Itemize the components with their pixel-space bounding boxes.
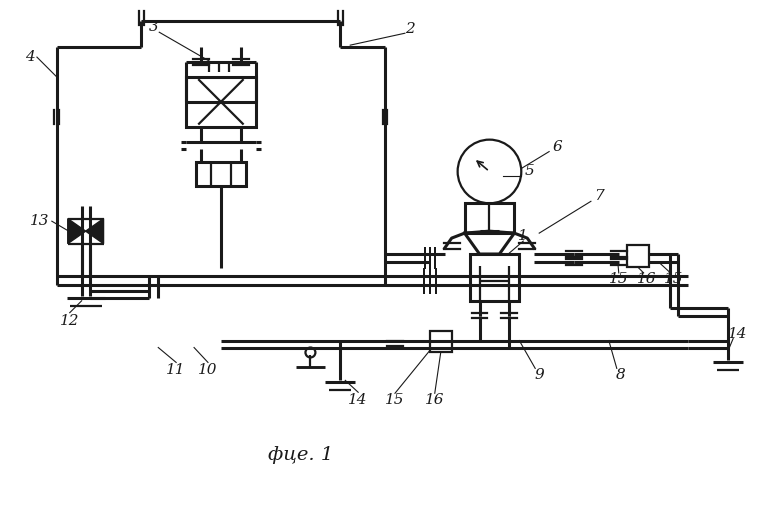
Text: 7: 7 <box>594 189 604 203</box>
Text: 16: 16 <box>425 393 445 407</box>
Text: 2: 2 <box>405 22 415 36</box>
Bar <box>196 162 246 186</box>
Text: 15: 15 <box>664 272 683 286</box>
Bar <box>626 245 649 267</box>
Text: 1: 1 <box>519 229 528 243</box>
Text: 14: 14 <box>729 327 748 341</box>
Text: 12: 12 <box>60 314 80 328</box>
Polygon shape <box>86 219 104 244</box>
Text: 4: 4 <box>25 50 35 64</box>
Text: 13: 13 <box>30 214 50 228</box>
Bar <box>465 203 514 233</box>
Text: 11: 11 <box>166 363 186 377</box>
Text: 15: 15 <box>609 272 629 286</box>
Text: 10: 10 <box>198 363 218 377</box>
Text: фце. 1: фце. 1 <box>268 446 333 464</box>
Text: 6: 6 <box>552 140 562 154</box>
Text: 3: 3 <box>148 20 158 34</box>
Bar <box>186 77 256 127</box>
Text: 9: 9 <box>534 368 544 382</box>
Polygon shape <box>68 219 86 244</box>
Bar <box>470 254 519 301</box>
Text: 15: 15 <box>385 393 405 407</box>
Text: 14: 14 <box>349 393 368 407</box>
Text: 8: 8 <box>616 368 626 382</box>
Text: 5: 5 <box>524 165 534 179</box>
Bar <box>430 331 452 352</box>
Text: 16: 16 <box>636 272 656 286</box>
